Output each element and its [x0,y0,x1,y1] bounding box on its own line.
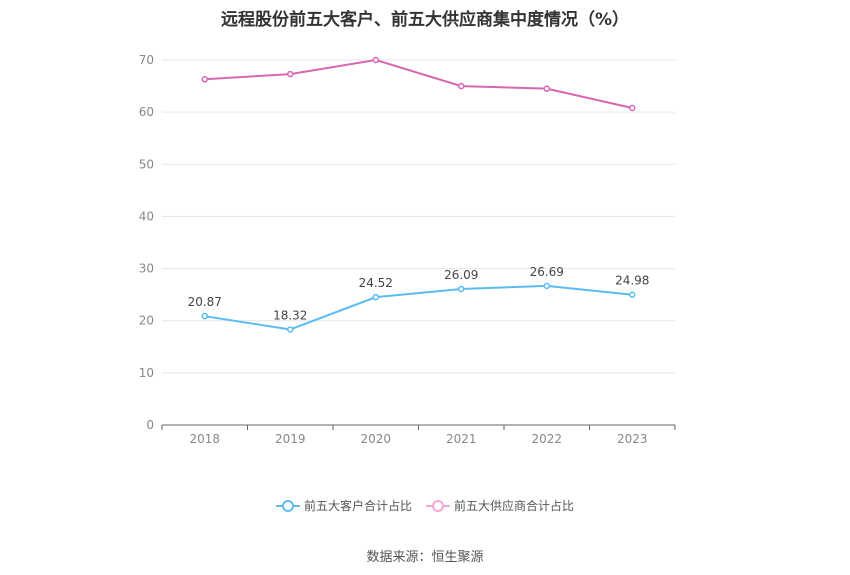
series-line-0 [204,284,633,331]
data-point [372,293,379,301]
data-point [201,76,208,83]
data-labels: 20.87 18.32 24.52 26.09 26.69 24.98 [188,265,650,323]
x-tick-label: 2020 [360,432,391,446]
y-tick-label: 0 [146,418,154,432]
data-point [543,282,550,290]
data-point [201,312,208,320]
data-point [543,85,550,92]
legend: 前五大客户合计占比 前五大供应商合计占比 [0,497,850,514]
data-point [629,104,636,112]
x-tick-label: 2022 [531,432,562,446]
legend-customers-icon [275,499,300,512]
data-label: 24.98 [615,274,649,288]
y-tick-label: 30 [139,262,154,276]
axes: 0 10 20 30 40 50 60 70 2018 2019 2020 2021 2022 2023 [139,53,676,446]
y-tick-label: 70 [139,53,154,67]
data-label: 24.52 [359,276,393,290]
data-point [458,82,465,90]
data-source: 数据来源：恒生聚源 [366,550,484,565]
series-line-1 [204,58,633,109]
y-tick-label: 60 [139,105,154,119]
data-point [287,70,294,78]
legend-item-suppliers[interactable]: 前五大供应商合计占比 [426,497,574,514]
x-tick-label: 2021 [446,432,477,446]
data-point [287,326,294,333]
x-tick-label: 2019 [275,432,306,446]
legend-suppliers-icon [426,499,450,512]
legend-item-customers[interactable]: 前五大客户合计占比 [275,497,412,514]
data-label: 18.32 [273,308,307,322]
data-point [372,56,379,64]
y-tick-label: 50 [139,157,154,171]
chart-title: 远程股份前五大客户、前五大供应商集中度情况（%） [220,10,630,30]
legend-customers-label: 前五大客户合计占比 [303,499,412,513]
grid-lines [162,59,675,374]
data-point [458,285,465,293]
y-tick-label: 40 [139,209,154,223]
data-point [629,291,636,298]
data-label: 20.87 [188,295,222,309]
x-tick-label: 2018 [189,432,220,446]
y-tick-label: 10 [139,366,154,380]
series [201,56,636,333]
data-label: 26.09 [444,268,478,282]
legend-suppliers-label: 前五大供应商合计占比 [454,499,575,513]
x-tick-label: 2023 [617,432,648,446]
data-label: 26.69 [530,265,564,279]
y-tick-label: 20 [139,314,154,328]
